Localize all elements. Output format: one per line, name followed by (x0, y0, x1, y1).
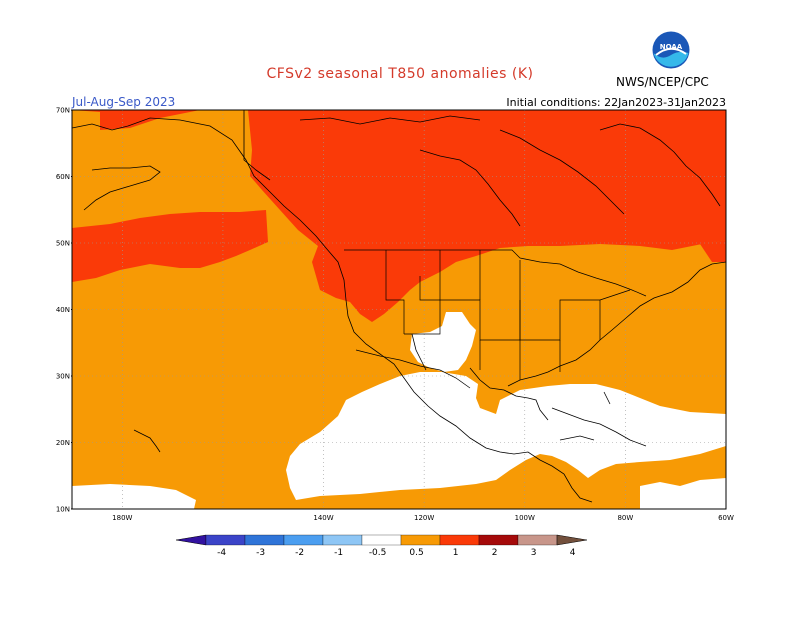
latitude-label: 70N (56, 107, 70, 115)
latitude-label: 50N (56, 240, 70, 248)
colorbar-label: -2 (295, 548, 304, 558)
longitude-label: 140W (313, 514, 333, 522)
coastlines (71, 110, 727, 503)
latitude-label: 20N (56, 439, 70, 447)
map-panel (71, 109, 727, 510)
longitude-labels: 180W 140W 120W 100W 80W 60W (112, 514, 734, 522)
longitude-label: 80W (617, 514, 633, 522)
colorbar-label: 4 (570, 548, 576, 558)
longitude-label: 60W (718, 514, 734, 522)
anomaly-region-red-bering (72, 110, 200, 130)
noaa-logo-icon: NOAA (652, 31, 690, 69)
colorbar-segment (283, 534, 324, 546)
colorbar-segment (361, 534, 402, 546)
colorbar-arrow-left (175, 534, 207, 546)
colorbar-label: -1 (334, 548, 343, 558)
colorbar-label: -4 (217, 548, 226, 558)
colorbar-label: -0.5 (369, 548, 387, 558)
anomaly-region-red-pacific (72, 210, 268, 282)
longitude-label: 180W (112, 514, 132, 522)
anomaly-region-white-southwest-us (410, 312, 476, 372)
season-label: Jul-Aug-Sep 2023 (72, 95, 176, 109)
colorbar-label: 1 (453, 548, 459, 558)
colorbar-label: -3 (256, 548, 265, 558)
colorbar-label: 0.5 (409, 548, 423, 558)
colorbar-segment (322, 534, 363, 546)
initial-conditions-label: Initial conditions: 22Jan2023-31Jan2023 (506, 96, 726, 109)
longitude-label: 120W (414, 514, 434, 522)
colorbar-segment (205, 534, 246, 546)
anomaly-region-red-atlantic (700, 240, 726, 262)
colorbar: -4 -3 -2 -1 -0.5 0.5 1 2 3 4 (175, 534, 588, 558)
logo-text: NOAA (660, 43, 683, 51)
agency-label: NWS/NCEP/CPC (616, 75, 709, 89)
chart-title: CFSv2 seasonal T850 anomalies (K) (266, 66, 534, 82)
grid-lines (72, 110, 726, 509)
anomaly-region-red-canada (248, 110, 726, 322)
latitude-label: 60N (56, 173, 70, 181)
colorbar-segment (517, 534, 558, 546)
longitude-label: 100W (515, 514, 535, 522)
colorbar-segment (244, 534, 285, 546)
latitude-label: 40N (56, 306, 70, 314)
colorbar-label: 2 (492, 548, 498, 558)
anomaly-region-white-southwest (72, 484, 196, 509)
colorbar-segment (478, 534, 519, 546)
colorbar-arrow-right (556, 534, 588, 546)
colorbar-segment (400, 534, 441, 546)
colorbar-label: 3 (531, 548, 537, 558)
anomaly-region-white-southeast (640, 478, 726, 509)
anomaly-region-white-east-pacific (286, 372, 726, 500)
colorbar-segment (439, 534, 480, 546)
latitude-label: 30N (56, 373, 70, 381)
political-borders (344, 249, 647, 389)
latitude-labels: 70N 60N 50N 40N 30N 20N 10N (56, 107, 72, 514)
latitude-label: 10N (56, 506, 70, 514)
